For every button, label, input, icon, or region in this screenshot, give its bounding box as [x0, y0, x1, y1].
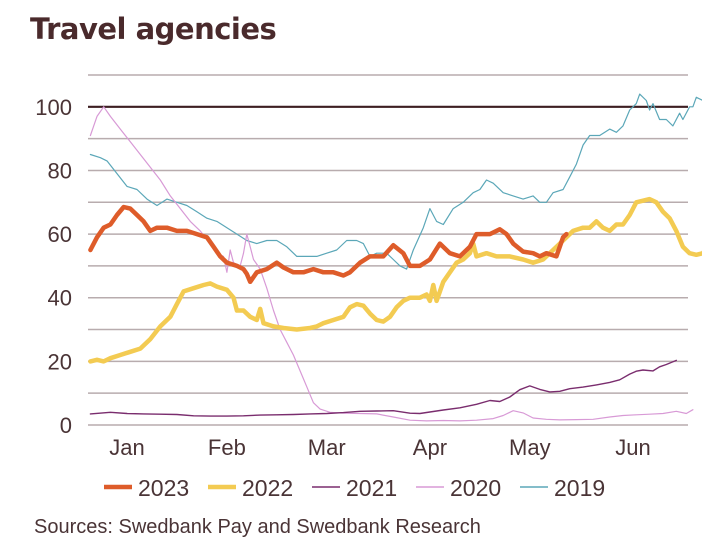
x-tick-label: Feb — [208, 435, 246, 460]
y-tick-label: 60 — [48, 222, 72, 247]
y-tick-label: 80 — [48, 158, 72, 183]
legend-label: 2019 — [554, 475, 605, 501]
x-tick-label: Jun — [615, 435, 650, 460]
legend-item-2022: 2022 — [208, 475, 293, 501]
legend-item-2020: 2020 — [416, 475, 501, 501]
series-line-2020 — [89, 106, 694, 422]
legend-label: 2022 — [242, 475, 293, 501]
source-note: Sources: Swedbank Pay and Swedbank Resea… — [34, 516, 481, 538]
series-line-2019 — [89, 93, 702, 270]
x-tick-label: Jan — [109, 435, 144, 460]
legend-label: 2023 — [138, 475, 189, 501]
y-tick-label: 100 — [35, 95, 72, 120]
legend-label: 2021 — [346, 475, 397, 501]
series-lines — [88, 93, 702, 422]
legend-item-2023: 2023 — [104, 475, 189, 501]
x-tick-label: Mar — [308, 435, 346, 460]
series-line-2022 — [88, 196, 702, 364]
legend-item-2019: 2019 — [520, 475, 605, 501]
y-tick-label: 20 — [48, 349, 72, 374]
y-axis: 0 20 40 60 80 100 — [35, 95, 72, 438]
chart-title: Travel agencies — [30, 12, 277, 46]
legend: 2023 2022 2021 2020 2019 — [104, 475, 605, 501]
y-tick-label: 40 — [48, 286, 72, 311]
x-tick-label: Apr — [413, 435, 447, 460]
series-line-2023 — [88, 204, 569, 285]
legend-label: 2020 — [450, 475, 501, 501]
y-tick-label: 0 — [60, 413, 72, 438]
legend-item-2021: 2021 — [312, 475, 397, 501]
series-line-2021 — [89, 359, 677, 417]
x-tick-label: May — [509, 435, 551, 460]
x-axis: Jan Feb Mar Apr May Jun — [109, 435, 650, 460]
